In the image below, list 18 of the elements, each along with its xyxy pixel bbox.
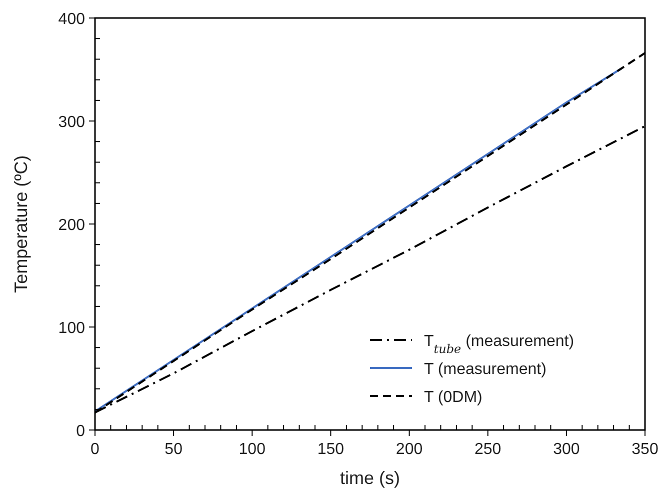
x-axis-title: time (s) xyxy=(340,468,400,488)
x-tick-label: 200 xyxy=(396,441,423,458)
y-tick-label: 100 xyxy=(58,320,86,337)
x-tick-label: 50 xyxy=(164,441,183,458)
legend-label: T (0DM) xyxy=(424,389,482,406)
legend-label: T$_{tube}$ (measurement) xyxy=(424,333,574,356)
x-tick-label: 100 xyxy=(238,441,266,458)
x-tick-label: 300 xyxy=(553,441,580,458)
x-tick-label: 350 xyxy=(632,441,658,458)
y-axis-title: Temperature (ºC) xyxy=(11,155,31,293)
x-tick-label: 0 xyxy=(90,441,100,458)
y-tick-label: 300 xyxy=(58,114,86,131)
y-tick-label: 200 xyxy=(58,217,86,234)
y-tick-label: 0 xyxy=(76,423,86,440)
x-tick-label: 150 xyxy=(317,441,344,458)
legend-label: T (measurement) xyxy=(424,361,546,378)
y-tick-label: 400 xyxy=(58,11,86,28)
x-tick-label: 250 xyxy=(474,441,502,458)
